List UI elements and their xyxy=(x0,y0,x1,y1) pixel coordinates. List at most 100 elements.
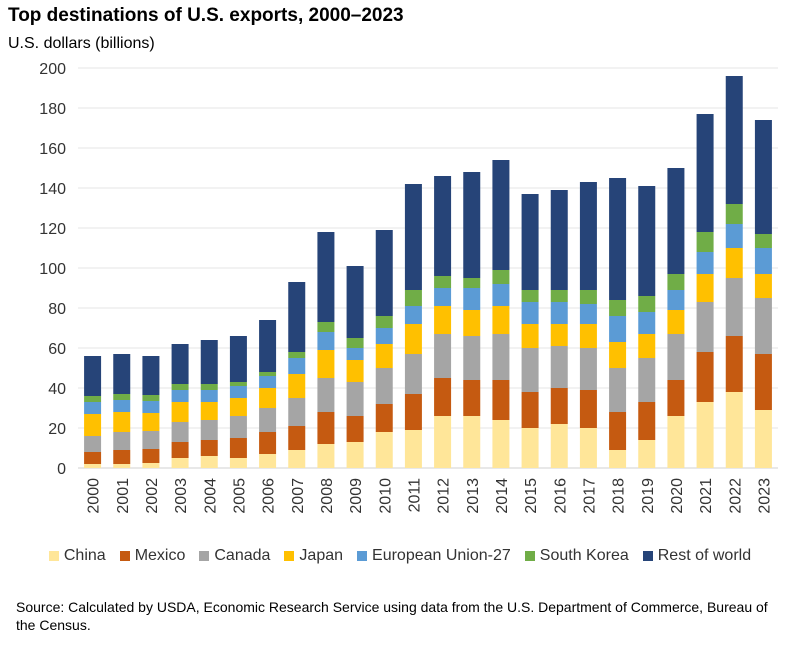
bar-segment-south-korea xyxy=(725,204,743,224)
bar-segment-south-korea xyxy=(434,276,452,288)
x-tick-label: 2012 xyxy=(436,478,453,514)
bar-segment-european-union-27 xyxy=(550,302,568,324)
chart-title: Top destinations of U.S. exports, 2000–2… xyxy=(8,5,404,26)
bar-segment-south-korea xyxy=(142,395,160,401)
bar-segment-china xyxy=(346,442,364,468)
bar-segment-mexico xyxy=(550,388,568,424)
bar-segment-japan xyxy=(375,344,393,368)
x-tick-label: 2005 xyxy=(231,478,248,514)
bar-segment-japan xyxy=(317,350,335,378)
bar-segment-mexico xyxy=(142,449,160,463)
bar-segment-south-korea xyxy=(288,352,306,358)
legend-label: Japan xyxy=(299,547,344,564)
x-tick-label: 2015 xyxy=(523,478,540,514)
bar-segment-south-korea xyxy=(229,382,247,386)
bar-segment-mexico xyxy=(754,354,772,410)
bar-segment-japan xyxy=(434,306,452,334)
bar-segment-china xyxy=(638,440,656,468)
y-tick-label: 100 xyxy=(39,261,66,278)
bar-segment-mexico xyxy=(317,412,335,444)
bar-segment-south-korea xyxy=(171,384,189,390)
bar-segment-japan xyxy=(259,388,277,408)
legend-item: South Korea xyxy=(524,547,629,565)
x-tick-label: 2022 xyxy=(727,478,744,514)
bar-segment-japan xyxy=(667,310,685,334)
bar-segment-mexico xyxy=(638,402,656,440)
bar-segment-rest-of-world xyxy=(113,354,131,394)
bar-segment-mexico xyxy=(725,336,743,392)
legend-swatch xyxy=(48,551,59,561)
legend-item: Canada xyxy=(199,547,270,565)
bar-segment-china xyxy=(171,458,189,468)
bar-segment-china xyxy=(667,416,685,468)
bar-segment-mexico xyxy=(288,426,306,450)
x-tick-label: 2004 xyxy=(202,478,219,514)
y-tick-label: 160 xyxy=(39,141,66,158)
bar-segment-european-union-27 xyxy=(375,328,393,344)
bar-segment-japan xyxy=(579,324,597,348)
bar-segment-rest-of-world xyxy=(375,230,393,316)
bar-segment-european-union-27 xyxy=(142,401,160,413)
bar-segment-european-union-27 xyxy=(754,248,772,274)
bar-segment-south-korea xyxy=(579,290,597,304)
bar-segment-rest-of-world xyxy=(404,184,422,290)
bar-segment-european-union-27 xyxy=(696,252,714,274)
x-tick-label: 2010 xyxy=(377,478,394,514)
bar-segment-china xyxy=(463,416,481,468)
x-tick-label: 2006 xyxy=(261,478,278,514)
legend-label: Canada xyxy=(214,547,271,564)
bar-segment-rest-of-world xyxy=(171,344,189,384)
legend-item: Rest of world xyxy=(642,547,752,565)
bar-segment-canada xyxy=(113,432,131,450)
bar-segment-mexico xyxy=(463,380,481,416)
bar-segment-south-korea xyxy=(113,394,131,400)
bar-segment-china xyxy=(754,410,772,468)
legend-label: Rest of world xyxy=(657,547,752,564)
bar-segment-china xyxy=(317,444,335,468)
bar-segment-canada xyxy=(229,416,247,438)
bar-segment-japan xyxy=(142,413,160,431)
bar-segment-china xyxy=(288,450,306,468)
bar-segment-canada xyxy=(404,354,422,394)
bar-segment-south-korea xyxy=(404,290,422,306)
bar-segment-mexico xyxy=(696,352,714,402)
y-tick-label: 120 xyxy=(39,221,66,238)
bar-segment-canada xyxy=(200,420,218,440)
bar-segment-south-korea xyxy=(550,290,568,302)
x-tick-label: 2023 xyxy=(756,478,773,514)
bar-segment-mexico xyxy=(609,412,627,450)
bar-segment-european-union-27 xyxy=(434,288,452,306)
bar-segment-european-union-27 xyxy=(259,376,277,388)
bar-segment-european-union-27 xyxy=(317,332,335,350)
source-note: Source: Calculated by USDA, Economic Res… xyxy=(16,599,768,633)
x-tick-label: 2020 xyxy=(669,478,686,514)
bar-segment-european-union-27 xyxy=(171,390,189,402)
legend-item: European Union-27 xyxy=(357,547,511,565)
y-tick-label: 0 xyxy=(57,461,66,478)
legend-label: South Korea xyxy=(539,547,629,564)
bar-segment-mexico xyxy=(375,404,393,432)
bar-segment-canada xyxy=(754,298,772,354)
bar-segment-canada xyxy=(579,348,597,390)
legend-swatch xyxy=(357,551,368,561)
bar-segment-canada xyxy=(667,334,685,380)
bar-segment-rest-of-world xyxy=(346,266,364,338)
bar-segment-mexico xyxy=(200,440,218,456)
bar-segment-japan xyxy=(609,342,627,368)
bar-segment-rest-of-world xyxy=(492,160,510,270)
legend-label: Mexico xyxy=(134,547,186,564)
y-tick-label: 40 xyxy=(48,381,66,398)
bar-segment-canada xyxy=(638,358,656,402)
x-tick-label: 2009 xyxy=(348,478,365,514)
bar-segment-china xyxy=(725,392,743,468)
bar-segment-european-union-27 xyxy=(113,400,131,412)
x-tick-label: 2018 xyxy=(611,478,628,514)
bar-segment-china xyxy=(259,454,277,468)
y-axis-label: U.S. dollars (billions) xyxy=(8,35,155,52)
bar-segment-china xyxy=(579,428,597,468)
bar-segment-european-union-27 xyxy=(84,402,102,414)
bar-segment-european-union-27 xyxy=(609,316,627,342)
y-tick-label: 180 xyxy=(39,101,66,118)
bar-segment-china xyxy=(404,430,422,468)
